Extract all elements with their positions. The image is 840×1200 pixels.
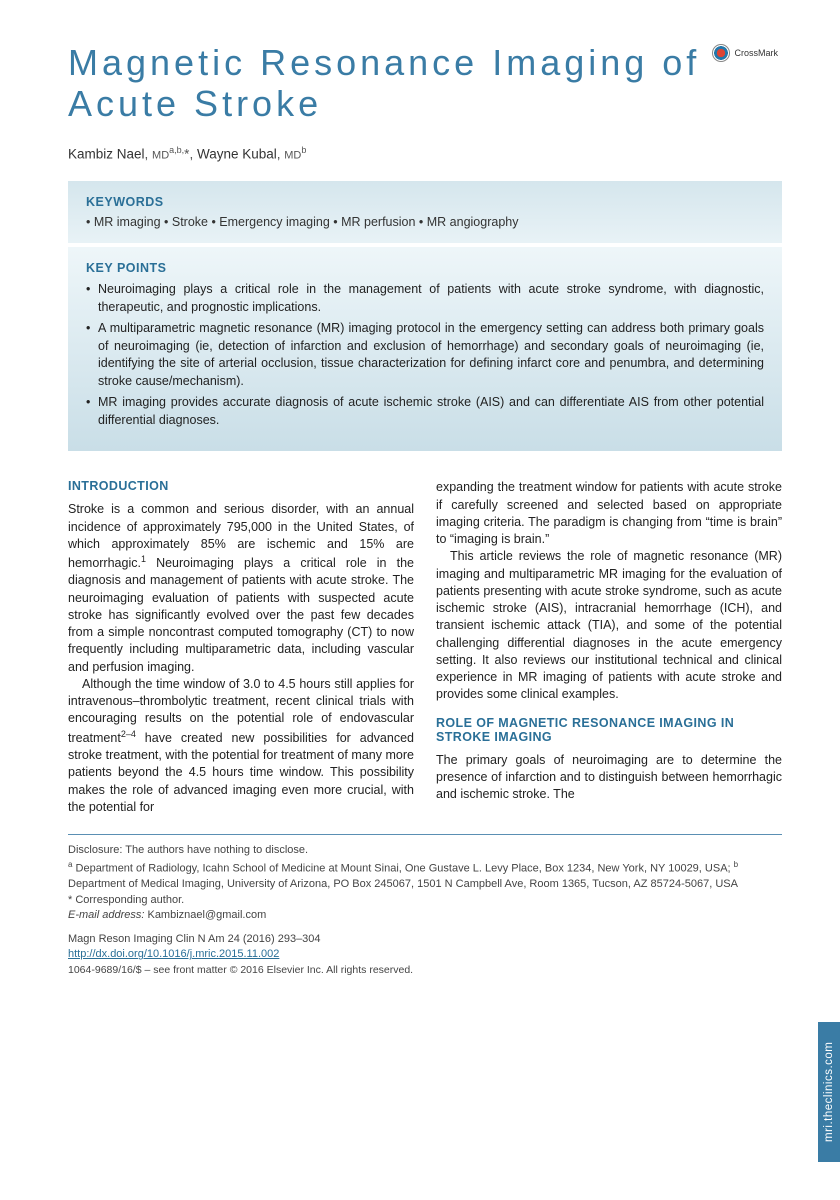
author-degree: MD: [284, 149, 301, 161]
author-affil: b: [301, 145, 306, 155]
doi-line: http://dx.doi.org/10.1016/j.mric.2015.11…: [68, 947, 782, 963]
author-name: Kambiz Nael: [68, 146, 145, 161]
affil-sup-b: b: [734, 860, 738, 869]
body-columns: INTRODUCTION Stroke is a common and seri…: [68, 479, 782, 816]
rights-line: 1064-9689/16/$ – see front matter © 2016…: [68, 963, 782, 978]
footer-separator: [68, 834, 782, 835]
affil-a-text: Department of Radiology, Icahn School of…: [72, 862, 733, 874]
role-paragraph-1: The primary goals of neuroimaging are to…: [436, 752, 782, 804]
journal-line: Magn Reson Imaging Clin N Am 24 (2016) 2…: [68, 932, 782, 948]
keypoints-list: Neuroimaging plays a critical role in th…: [86, 281, 764, 429]
col2-paragraph-2: This article reviews the role of magneti…: [436, 548, 782, 703]
page-root: CrossMark Magnetic Resonance Imaging of …: [0, 0, 840, 1200]
column-right: expanding the treatment window for patie…: [436, 479, 782, 816]
intro-paragraph-2: Although the time window of 3.0 to 4.5 h…: [68, 676, 414, 816]
email-line: E-mail address: Kambiznael@gmail.com: [68, 908, 782, 924]
intro-heading: INTRODUCTION: [68, 479, 414, 493]
side-tab-link[interactable]: mri.theclinics.com: [818, 1022, 840, 1162]
footer-block: Disclosure: The authors have nothing to …: [68, 843, 782, 978]
text-run: Neuroimaging plays a critical role in th…: [68, 556, 414, 674]
article-title: Magnetic Resonance Imaging of Acute Stro…: [68, 42, 782, 125]
role-heading: ROLE OF MAGNETIC RESONANCE IMAGING IN ST…: [436, 716, 782, 744]
authors-line: Kambiz Nael, MDa,b,*, Wayne Kubal, MDb: [68, 145, 782, 162]
author-name: Wayne Kubal: [197, 146, 277, 161]
doi-link[interactable]: http://dx.doi.org/10.1016/j.mric.2015.11…: [68, 948, 279, 960]
keypoints-box: KEY POINTS Neuroimaging plays a critical…: [68, 247, 782, 451]
keypoint-item: Neuroimaging plays a critical role in th…: [86, 281, 764, 316]
col2-paragraph-1: expanding the treatment window for patie…: [436, 479, 782, 548]
crossmark-label: CrossMark: [734, 48, 778, 58]
author-degree: MD: [152, 149, 169, 161]
keywords-label: KEYWORDS: [86, 195, 764, 209]
email-label: E-mail address:: [68, 909, 144, 921]
author-corr: *: [184, 146, 189, 161]
affiliations-line: a Department of Radiology, Icahn School …: [68, 859, 782, 893]
keypoint-item: MR imaging provides accurate diagnosis o…: [86, 394, 764, 429]
keywords-line: • MR imaging • Stroke • Emergency imagin…: [86, 215, 764, 229]
author-affil: a,b,: [169, 145, 184, 155]
email-address[interactable]: Kambiznael@gmail.com: [144, 909, 266, 921]
keypoints-label: KEY POINTS: [86, 261, 764, 275]
disclosure-line: Disclosure: The authors have nothing to …: [68, 843, 782, 859]
column-left: INTRODUCTION Stroke is a common and seri…: [68, 479, 414, 816]
keypoint-item: A multiparametric magnetic resonance (MR…: [86, 320, 764, 390]
crossmark-badge[interactable]: CrossMark: [712, 44, 778, 62]
crossmark-icon: [712, 44, 730, 62]
citation-ref[interactable]: 2–4: [121, 729, 136, 739]
affil-b-text: Department of Medical Imaging, Universit…: [68, 878, 738, 890]
intro-paragraph-1: Stroke is a common and serious disorder,…: [68, 501, 414, 676]
keywords-box: KEYWORDS • MR imaging • Stroke • Emergen…: [68, 181, 782, 243]
corresponding-line: * Corresponding author.: [68, 893, 782, 909]
